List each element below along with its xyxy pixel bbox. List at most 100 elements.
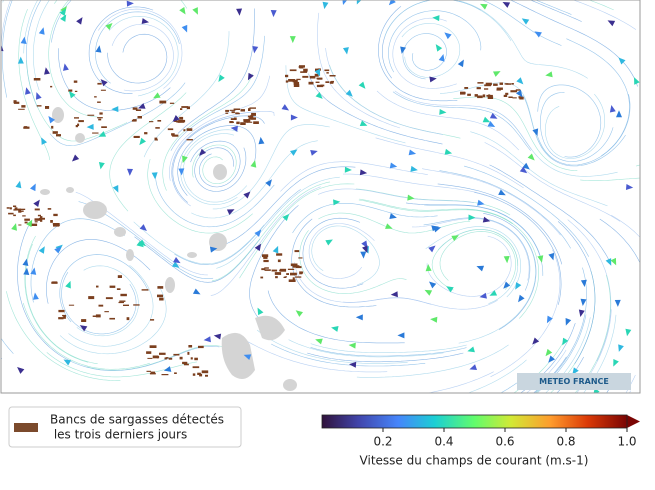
sargassum-patch	[484, 84, 491, 87]
sargassum-patch	[14, 208, 21, 211]
current-arrow	[498, 189, 506, 196]
sargassum-patch	[154, 137, 158, 141]
streamline	[59, 285, 167, 355]
current-arrow	[348, 342, 356, 349]
sargassum-patch	[177, 121, 185, 123]
sargassum-patch	[117, 275, 122, 278]
current-arrow	[613, 359, 619, 367]
sargassum-patch	[150, 319, 155, 321]
sargassum-patch	[298, 257, 303, 259]
streamline	[425, 226, 522, 298]
sargassum-patch	[52, 223, 60, 225]
sargassum-patch	[275, 276, 278, 279]
streamline	[467, 359, 527, 393]
sargassum-patch	[168, 357, 173, 360]
current-arrow	[345, 89, 353, 97]
streamline	[133, 221, 265, 265]
sargassum-patch	[53, 224, 60, 227]
sargassum-patch	[249, 107, 256, 109]
current-arrow	[572, 367, 579, 375]
sargassum-patch	[75, 125, 78, 128]
current-arrow	[236, 8, 243, 16]
sargassum-patch	[96, 285, 99, 288]
streamline	[216, 176, 340, 269]
current-arrow	[126, 0, 134, 7]
current-arrow	[489, 290, 498, 296]
sargassum-patch	[40, 216, 43, 219]
current-arrow	[315, 91, 323, 99]
streamline	[299, 230, 407, 294]
sargassum-patch	[187, 351, 190, 355]
sargassum-patch	[149, 372, 156, 375]
sargassum-patch	[262, 254, 269, 258]
sargassum-patch	[8, 212, 14, 215]
sargassum-patch	[264, 267, 269, 269]
streamline	[394, 90, 532, 150]
sargassum-patch	[63, 316, 66, 319]
sargassum-patch	[50, 85, 53, 88]
current-arrow	[580, 298, 587, 306]
sargassum-patch	[20, 210, 24, 212]
current-arrow	[26, 219, 33, 228]
current-arrow	[282, 213, 290, 222]
sargassum-patch	[331, 80, 334, 83]
sargassum-patch	[482, 94, 486, 98]
sargassum-patch	[464, 87, 469, 89]
sargassum-patch	[287, 268, 295, 270]
streamline	[510, 0, 638, 87]
current-arrow	[429, 76, 437, 83]
sargassum-patch	[133, 304, 140, 306]
colorbar-tick-label: 0.2	[373, 435, 392, 449]
sargassum-patch	[167, 128, 174, 131]
sargassum-patch	[51, 125, 54, 129]
current-arrow	[38, 246, 45, 254]
current-arrow	[243, 191, 251, 199]
sargassum-patch	[231, 111, 235, 114]
sargassum-patch	[13, 209, 17, 211]
current-arrow	[457, 59, 464, 68]
current-arrow	[258, 136, 265, 145]
sargassum-patch	[51, 281, 58, 284]
current-arrow	[480, 3, 488, 10]
sargassum-patch	[119, 300, 126, 302]
streamline	[545, 93, 605, 159]
current-arrow	[439, 108, 447, 115]
sargassum-patch	[296, 78, 301, 81]
sargassum-patch	[68, 304, 75, 306]
current-arrow	[192, 7, 198, 15]
sargassum-patch	[118, 301, 124, 304]
streamline	[23, 0, 39, 54]
streamline	[169, 75, 270, 181]
current-arrow	[265, 179, 272, 187]
streamline	[182, 133, 248, 203]
streamline	[489, 164, 611, 263]
current-arrow	[359, 120, 368, 126]
current-arrow	[503, 255, 510, 264]
sargassum-patch	[36, 105, 42, 107]
sargassum-patch	[192, 366, 200, 369]
streamline	[134, 236, 261, 283]
current-arrow	[468, 214, 476, 221]
streamline	[439, 82, 551, 158]
current-arrow	[482, 216, 491, 223]
current-arrow	[325, 239, 333, 246]
sargassum-patch	[178, 119, 186, 123]
streamline	[318, 212, 471, 234]
legend-box	[8, 406, 242, 448]
sargassum-patch	[157, 120, 162, 122]
sargassum-patch	[101, 126, 107, 128]
sargassum-patch	[109, 285, 116, 288]
streamline	[317, 188, 474, 203]
current-arrow	[105, 22, 113, 30]
current-arrow	[534, 31, 542, 38]
streamline	[18, 8, 50, 160]
sargassum-patch	[74, 90, 78, 92]
streamline	[190, 140, 241, 188]
streamline	[109, 92, 187, 212]
sargassum-patch	[120, 293, 127, 297]
current-arrow	[98, 131, 107, 137]
current-arrow	[446, 286, 454, 293]
sargassum-patch	[157, 294, 163, 298]
current-arrow	[76, 17, 83, 25]
sargassum-patch	[248, 108, 251, 111]
